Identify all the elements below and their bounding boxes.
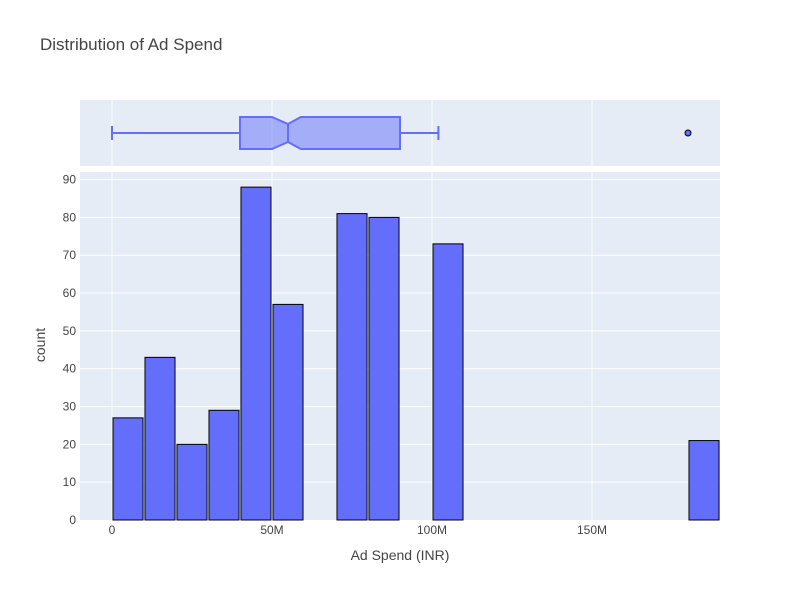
- boxplot-box: [239, 116, 401, 150]
- y-tick-label: 30: [63, 400, 77, 414]
- histogram-bar: [272, 303, 304, 521]
- y-tick-label: 70: [63, 248, 77, 262]
- histogram-bar: [688, 440, 720, 521]
- histogram-bar: [336, 213, 368, 521]
- y-tick-label: 60: [63, 286, 77, 300]
- histogram-bar: [432, 243, 464, 521]
- x-axis-title: Ad Spend (INR): [351, 547, 450, 563]
- histogram-bar: [368, 216, 400, 521]
- histogram-bar: [144, 356, 176, 521]
- y-tick-label: 50: [63, 324, 77, 338]
- histogram-bars: [112, 186, 720, 521]
- y-axis-title: count: [32, 328, 48, 362]
- chart-title: Distribution of Ad Spend: [40, 35, 222, 54]
- histogram-plot-area: [80, 172, 720, 520]
- y-tick-label: 40: [63, 362, 77, 376]
- x-tick-label: 150M: [577, 523, 607, 537]
- y-tick-label: 10: [63, 475, 77, 489]
- y-axis-ticks: 0 10 20 30 40 50 60 70 80 90: [63, 173, 77, 527]
- y-tick-label: 0: [69, 513, 76, 527]
- histogram-bar: [208, 409, 240, 521]
- y-tick-label: 80: [63, 210, 77, 224]
- y-tick-label: 90: [63, 173, 77, 187]
- histogram-bar: [112, 417, 144, 521]
- x-tick-label: 0: [109, 523, 116, 537]
- boxplot: [111, 116, 692, 150]
- histogram-bar: [176, 443, 208, 521]
- x-tick-label: 50M: [260, 523, 283, 537]
- boxplot-outlier: [684, 129, 692, 137]
- x-axis-ticks: 0 50M 100M 150M: [109, 523, 607, 537]
- y-tick-label: 20: [63, 437, 77, 451]
- histogram-bar: [240, 186, 272, 521]
- histogram-gridlines: [80, 172, 720, 520]
- x-tick-label: 100M: [417, 523, 447, 537]
